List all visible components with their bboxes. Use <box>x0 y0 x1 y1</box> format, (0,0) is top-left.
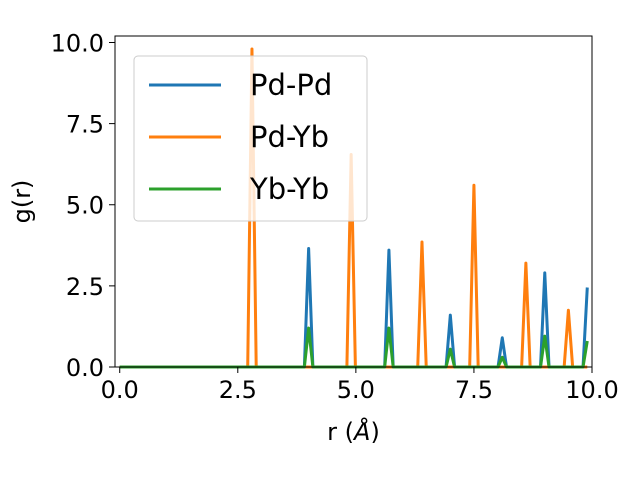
y-axis-label: g(r) <box>8 180 36 224</box>
legend: Pd-Pd Pd-Yb Yb-Yb <box>133 55 368 222</box>
y-tick-label: 2.5 <box>66 273 104 301</box>
legend-entry-label: Pd-Pd <box>250 68 332 102</box>
series-line-2 <box>119 326 589 369</box>
x-axis-label: r (Å) <box>327 417 380 446</box>
x-tick-label: 10.0 <box>565 376 618 404</box>
legend-entry-label: Yb-Yb <box>249 172 329 206</box>
x-axis-label-prefix: r ( <box>327 418 354 446</box>
plot-frame <box>114 35 593 368</box>
y-tick-label: 5.0 <box>66 192 104 220</box>
x-axis-label-symbol: Å <box>352 417 370 446</box>
y-tick-label: 0.0 <box>66 354 104 382</box>
ticks-layer: 0.0 2.5 5.0 7.5 10.0 0.0 2.5 5.0 7.5 10.0 <box>51 29 619 404</box>
y-tick-label: 10.0 <box>51 29 104 57</box>
x-axis-label-suffix: ) <box>370 418 379 446</box>
x-tick-label: 7.5 <box>455 376 493 404</box>
x-tick-label: 5.0 <box>337 376 375 404</box>
x-tick-label: 2.5 <box>219 376 257 404</box>
legend-entry-label: Pd-Yb <box>250 120 329 154</box>
y-tick-label: 7.5 <box>66 111 104 139</box>
x-tick-label: 0.0 <box>101 376 139 404</box>
legend-box <box>133 55 368 222</box>
